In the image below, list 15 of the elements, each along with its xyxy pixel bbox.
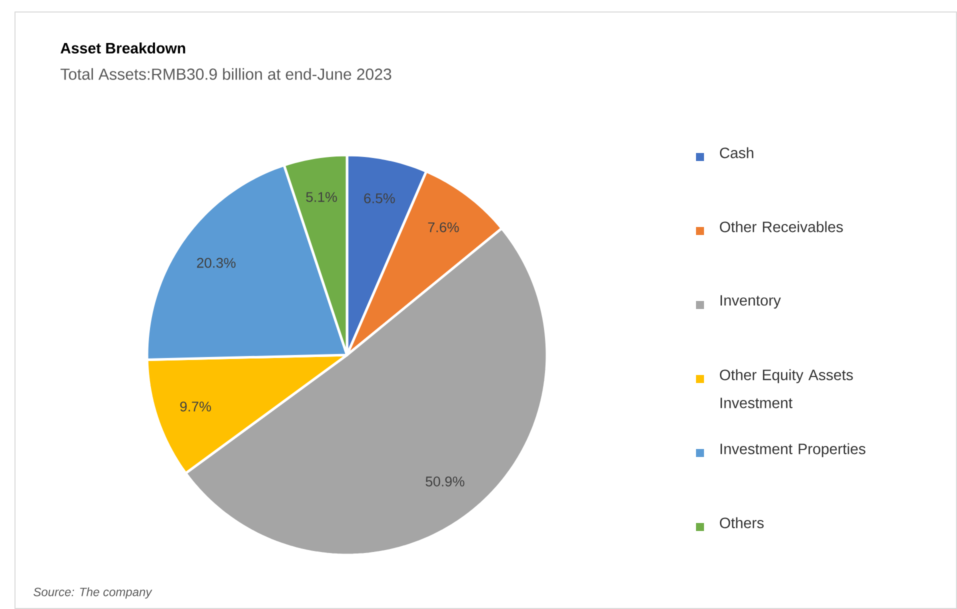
data-label: 20.3% [197,258,236,268]
data-label: 50.9% [426,476,464,486]
chart-title: Asset Breakdown [60,42,186,54]
data-label: 7.6% [428,222,459,232]
legend-label: Investment Properties [720,443,866,458]
legend-label: Other Equity Assets Investment [720,369,853,408]
data-label: 5.1% [306,192,337,202]
legend-label: Inventory [720,295,781,309]
legend-label: Cash [720,147,754,158]
chart-subtitle: Total Assets:RMB30.9 billion at end-June 2023 [60,68,392,80]
data-label: 6.5% [364,193,395,204]
data-label: 9.7% [180,402,211,412]
source-note: Source: The company [34,587,152,599]
legend-label: Other Receivables [720,221,843,232]
legend-label: Others [720,517,764,528]
